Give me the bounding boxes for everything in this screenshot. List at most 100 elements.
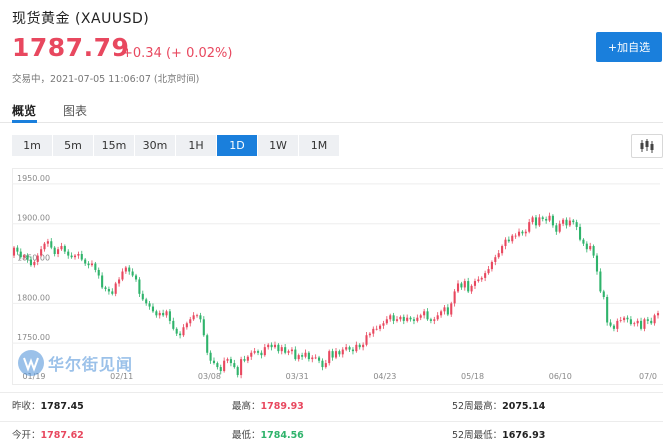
candle-body (338, 351, 341, 355)
candle-body (324, 363, 327, 368)
candle-body (260, 352, 263, 356)
candle-body (395, 319, 399, 321)
stat-label: 最低： (232, 430, 261, 441)
candle-body (582, 239, 585, 244)
candle-body (385, 319, 388, 324)
candle-body (46, 241, 49, 244)
period-1h[interactable]: 1H (176, 135, 217, 156)
period-30m[interactable]: 30m (135, 135, 176, 156)
candle-body (609, 322, 612, 326)
candle-body (358, 344, 361, 348)
candle-body (629, 319, 632, 325)
stat-52w-low: 52周最低：1676.93 (452, 427, 545, 441)
candle-body (202, 319, 205, 336)
candle-body (341, 349, 344, 355)
candle-body (616, 320, 619, 329)
watermark: 华尔街见闻 (18, 350, 133, 376)
period-15m[interactable]: 15m (94, 135, 135, 156)
candle-body (189, 319, 192, 324)
candle-body (294, 349, 297, 360)
candle-body (263, 347, 266, 356)
period-1m[interactable]: 1m (12, 135, 53, 156)
candle-body (524, 231, 527, 234)
candle-body (565, 219, 568, 226)
candle-body (568, 220, 571, 226)
candle-body (236, 367, 239, 376)
candle-body (36, 255, 39, 262)
candle-body (128, 267, 131, 272)
candle-body (287, 351, 290, 353)
candle-body (290, 349, 293, 352)
candle-body (572, 220, 575, 223)
candle-body (192, 315, 195, 320)
candle-body (446, 307, 449, 315)
candle-body (243, 359, 246, 361)
tab-chart[interactable]: 图表 (63, 104, 88, 118)
candle-body (172, 320, 175, 329)
x-tick-label: 03/08 (198, 372, 221, 381)
stat-label: 52周最低： (452, 430, 503, 441)
period-1d[interactable]: 1D (217, 135, 258, 156)
x-tick-label: 03/31 (286, 372, 309, 381)
candle-body (392, 315, 395, 321)
candle-body (307, 352, 310, 360)
candle-body (402, 316, 405, 321)
period-5m[interactable]: 5m (53, 135, 94, 156)
candle-body (487, 269, 490, 274)
candle-body (599, 271, 602, 292)
candle-body (314, 357, 317, 359)
candle-body (365, 335, 368, 345)
page-title: 现货黄金 (XAUUSD) (12, 11, 150, 27)
candle-body (131, 271, 134, 276)
candle-body (94, 263, 97, 270)
stat-value: 1676.93 (502, 430, 546, 441)
candle-body (551, 215, 554, 226)
stats-row: 今开：1787.62 最低：1784.56 52周最低：1676.93 (0, 421, 663, 444)
candle-body (280, 347, 283, 352)
candle-body (209, 352, 212, 361)
candle-body (375, 328, 378, 330)
candle-body (50, 241, 53, 248)
add-watchlist-button[interactable]: +加自选 (596, 32, 662, 62)
candle-body (134, 275, 138, 280)
watermark-text: 华尔街见闻 (48, 355, 134, 374)
stat-low: 最低：1784.56 (232, 427, 304, 441)
candle-body (226, 359, 229, 361)
candle-body (111, 291, 114, 294)
candle-body (423, 311, 426, 316)
candle-body (12, 247, 16, 256)
chart-type-button[interactable] (631, 134, 663, 158)
candle-body (399, 316, 402, 320)
stat-label: 最高： (232, 401, 261, 412)
candle-body (490, 261, 493, 270)
candle-body (362, 344, 365, 348)
candle-body (77, 254, 80, 256)
candle-body (70, 255, 73, 258)
candle-body (273, 344, 277, 348)
candle-body (633, 323, 636, 325)
candle-body (511, 235, 514, 242)
candle-body (175, 328, 178, 334)
candle-body (416, 317, 419, 321)
x-tick-label: 05/18 (461, 372, 484, 381)
candle-body (538, 217, 541, 226)
candle-body (80, 254, 83, 260)
candle-body (653, 315, 656, 324)
period-selector: 1m 5m 15m 30m 1H 1D 1W 1M (12, 135, 340, 156)
stat-open: 今开：1787.62 (12, 427, 84, 441)
candle-body (53, 247, 56, 254)
candle-body (168, 311, 171, 321)
candle-body (456, 283, 460, 292)
candle-body (182, 327, 185, 336)
candle-body (43, 243, 46, 250)
candle-body (521, 231, 524, 234)
candle-body (355, 344, 358, 352)
period-1mo[interactable]: 1M (299, 135, 340, 156)
price-chart[interactable]: 1950.00 1900.00 1850.00 1800.00 1750.00 01/19… (12, 168, 662, 383)
y-tick-label: 1850.00 (17, 254, 50, 263)
y-tick-label: 1800.00 (17, 293, 50, 302)
tab-bar: 概览 图表 (0, 98, 663, 123)
tab-overview[interactable]: 概览 (12, 104, 37, 118)
candle-body (440, 311, 443, 316)
period-1w[interactable]: 1W (258, 135, 299, 156)
